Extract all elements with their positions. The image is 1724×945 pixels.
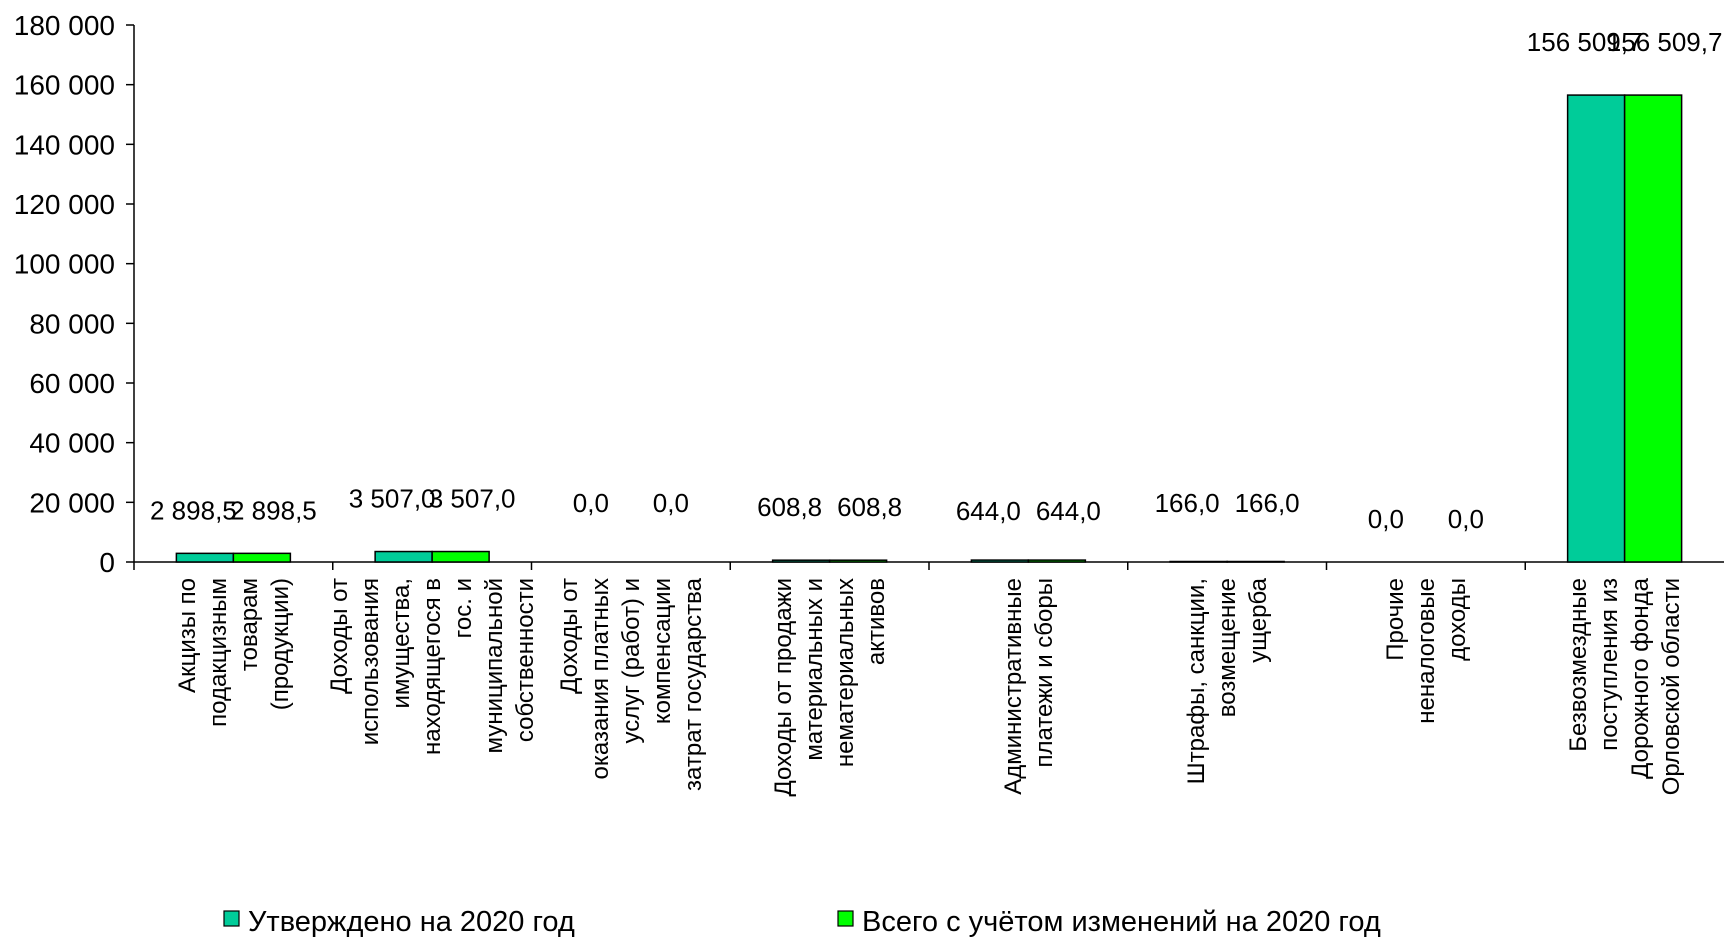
y-tick-label: 120 000 bbox=[14, 189, 115, 220]
category-label-line: услуг (работ) и bbox=[618, 578, 645, 743]
category-label-line: ущерба bbox=[1245, 577, 1272, 662]
bar-value-label: 3 507,0 bbox=[429, 484, 516, 514]
bar-value-label: 0,0 bbox=[1368, 504, 1404, 534]
y-tick-label: 0 bbox=[99, 547, 115, 578]
category-label-line: оказания платных bbox=[587, 578, 614, 779]
bar-value-label: 608,8 bbox=[757, 492, 822, 522]
category-label-line: нематериальных bbox=[832, 578, 859, 767]
category-label-line: Доходы от bbox=[326, 578, 353, 694]
bar bbox=[773, 560, 830, 562]
bar bbox=[176, 553, 233, 562]
legend-swatch-total bbox=[838, 911, 853, 926]
category-label-line: Безвозмездные bbox=[1565, 578, 1592, 752]
category-label-line: собственности bbox=[512, 578, 539, 742]
category-label-line: Административные bbox=[1000, 578, 1027, 795]
bar-value-label: 644,0 bbox=[956, 496, 1021, 526]
bar bbox=[830, 560, 887, 562]
category-label-line: использования bbox=[357, 578, 384, 745]
category-label-line: (продукции) bbox=[267, 578, 294, 710]
y-axis: 0 20 000 40 000 60 000 80 000 100 000 120 000 1… bbox=[14, 10, 134, 578]
legend-label-total: Всего с учётом изменений на 2020 год bbox=[862, 906, 1381, 938]
y-tick-label: 80 000 bbox=[29, 308, 115, 339]
bar-value-label: 0,0 bbox=[1448, 504, 1484, 534]
value-labels: 2 898,52 898,5 3 507,03 507,0 0,0 0,0 608,8 6… bbox=[150, 27, 1722, 534]
bar-value-label: 166,0 bbox=[1155, 488, 1220, 518]
bar-value-label: 166,0 bbox=[1235, 488, 1300, 518]
y-tick-label: 100 000 bbox=[14, 249, 115, 280]
legend-swatch-approved bbox=[224, 911, 239, 926]
y-tick-label: 60 000 bbox=[29, 368, 115, 399]
category-label-line: Доходы от продажи bbox=[770, 578, 797, 797]
y-tick-label: 140 000 bbox=[14, 129, 115, 160]
category-label-line: возмещение bbox=[1214, 578, 1241, 717]
category-label-line: Доходы от bbox=[556, 578, 583, 694]
bar bbox=[1028, 560, 1085, 562]
bar bbox=[233, 553, 290, 562]
category-label-line: поступления из bbox=[1596, 578, 1623, 751]
category-label-line: затрат государства bbox=[680, 577, 707, 791]
category-label-line: доходы bbox=[1444, 578, 1471, 661]
bar-value-label: 0,0 bbox=[653, 488, 689, 518]
bar-value-label: 156 509,7 bbox=[1607, 27, 1723, 57]
category-label-line: платежи и сборы bbox=[1031, 578, 1058, 768]
bar-value-label: 2 898,5 bbox=[230, 495, 317, 525]
x-axis bbox=[134, 562, 1724, 570]
y-tick-label: 20 000 bbox=[29, 487, 115, 518]
bar-value-label: 608,8 bbox=[837, 492, 902, 522]
bar bbox=[375, 552, 432, 562]
y-tick-label: 160 000 bbox=[14, 70, 115, 101]
legend-label-approved: Утверждено на 2020 год bbox=[248, 906, 575, 938]
category-label-line: Штрафы, санкции, bbox=[1183, 578, 1210, 784]
category-label-line: компенсации bbox=[649, 578, 676, 724]
category-label-line: Орловской области bbox=[1658, 578, 1685, 795]
bar-value-label: 0,0 bbox=[573, 488, 609, 518]
y-tick-label: 180 000 bbox=[14, 10, 115, 41]
bar bbox=[432, 552, 489, 562]
category-label-line: материальных и bbox=[801, 578, 828, 761]
bar-value-label: 2 898,5 bbox=[150, 495, 237, 525]
category-label-line: неналоговые bbox=[1413, 578, 1440, 724]
legend: Утверждено на 2020 год Всего с учётом из… bbox=[224, 906, 1381, 938]
bar bbox=[971, 560, 1028, 562]
bar-value-label: 3 507,0 bbox=[349, 484, 436, 514]
bar bbox=[1568, 95, 1625, 562]
category-label-line: находящегося в bbox=[419, 578, 446, 755]
category-label-line: имущества, bbox=[388, 578, 415, 709]
category-label-line: подакцизным bbox=[205, 578, 232, 727]
bar bbox=[1625, 95, 1682, 562]
y-tick-label: 40 000 bbox=[29, 428, 115, 459]
category-label-line: Дорожного фонда bbox=[1627, 577, 1654, 779]
category-label-line: Прочие bbox=[1382, 578, 1409, 661]
category-label-line: гос. и bbox=[450, 578, 477, 638]
category-label-line: муниципальной bbox=[481, 578, 508, 753]
category-label-line: товарам bbox=[236, 578, 263, 671]
category-label-line: активов bbox=[863, 578, 890, 665]
category-label-line: Акцизы по bbox=[174, 578, 201, 693]
bar-value-label: 644,0 bbox=[1036, 496, 1101, 526]
